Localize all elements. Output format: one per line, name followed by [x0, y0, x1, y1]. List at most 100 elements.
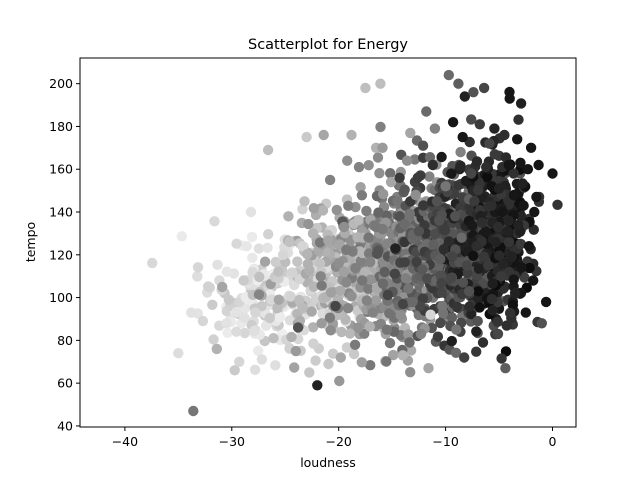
scatter-point: [231, 238, 242, 249]
scatter-point: [496, 271, 507, 282]
scatter-point: [377, 142, 388, 153]
scatter-point: [473, 185, 484, 196]
scatter-point: [370, 295, 382, 306]
scatter-point: [262, 144, 274, 156]
scatter-point: [323, 358, 334, 370]
scatter-point: [481, 161, 492, 173]
scatter-point: [463, 286, 475, 297]
scatter-point: [405, 127, 416, 139]
scatter-point: [497, 258, 509, 270]
scatter-point: [411, 256, 422, 268]
scatter-point: [331, 204, 342, 216]
scatter-point: [477, 337, 489, 348]
scatter-point: [197, 315, 209, 327]
scatter-point: [382, 238, 393, 249]
scatter-point: [471, 156, 483, 167]
scatter-point: [239, 327, 250, 339]
scatter-point: [323, 235, 334, 246]
scatter-point: [338, 266, 350, 277]
y-tick-label: 120: [49, 247, 73, 262]
scatter-point: [451, 301, 463, 313]
scatter-point: [440, 181, 451, 192]
scatter-point: [289, 362, 300, 373]
scatter-point: [173, 348, 184, 359]
scatter-point: [379, 266, 390, 278]
scatter-point: [238, 275, 249, 286]
scatter-point: [522, 164, 534, 175]
scatter-point: [315, 271, 326, 282]
scatter-point: [536, 318, 547, 329]
scatter-point: [428, 239, 439, 250]
scatter-point: [363, 232, 374, 243]
scatter-point: [515, 210, 527, 221]
scatter-point: [307, 228, 319, 239]
scatter-point: [341, 342, 353, 353]
scatter-point: [188, 405, 199, 417]
scatter-point: [503, 215, 514, 226]
scatter-point: [217, 281, 228, 293]
scatter-point: [365, 256, 376, 268]
scatter-point: [478, 251, 489, 262]
scatter-point: [299, 196, 310, 207]
scatter-point: [486, 200, 497, 211]
scatter-point: [531, 191, 542, 203]
scatter-point: [513, 219, 524, 231]
scatter-point: [286, 331, 297, 343]
scatter-point: [410, 189, 421, 201]
chart-title: Scatterplot for Energy: [248, 37, 408, 53]
scatter-point: [417, 264, 428, 275]
scatter-point: [203, 281, 214, 292]
scatter-point: [515, 238, 526, 250]
scatter-point: [381, 356, 392, 367]
y-tick-label: 80: [57, 333, 73, 348]
scatter-point: [390, 243, 401, 254]
scatter-point: [343, 200, 354, 211]
scatter-point: [471, 326, 482, 337]
scatter-point: [297, 302, 309, 314]
scatter-point: [263, 229, 274, 240]
scatter-point: [474, 119, 485, 130]
scatter-point: [503, 159, 514, 171]
scatter-point: [363, 160, 374, 171]
scatter-point: [461, 260, 473, 271]
scatter-point: [338, 221, 350, 233]
scatter-point: [424, 171, 435, 182]
scatter-point: [222, 327, 233, 338]
scatter-point: [489, 123, 500, 134]
scatter-point: [525, 142, 537, 153]
scatter-point: [241, 241, 252, 252]
scatter-point: [302, 249, 313, 260]
scatter-point: [436, 287, 447, 298]
scatter-point: [486, 293, 498, 305]
scatter-point: [231, 306, 242, 318]
scatter-point: [436, 277, 447, 289]
scatter-point: [307, 322, 319, 333]
scatter-point: [443, 236, 455, 247]
scatter-point: [353, 161, 365, 173]
scatter-point: [231, 326, 242, 337]
scatter-point: [147, 257, 158, 269]
scatter-point: [455, 160, 466, 171]
scatter-point: [294, 294, 305, 306]
scatter-point: [253, 345, 264, 356]
scatter-point: [436, 151, 447, 163]
scatter-point: [507, 299, 519, 311]
scatter-point: [371, 248, 383, 259]
scatter-point: [452, 180, 463, 191]
scatter-point: [303, 218, 314, 230]
scatter-point: [515, 157, 526, 168]
scatter-point: [310, 355, 321, 366]
scatter-point: [212, 259, 223, 270]
y-tick-label: 40: [57, 418, 73, 433]
scatter-point: [447, 117, 459, 128]
scatter-point: [455, 146, 466, 158]
scatter-point: [333, 258, 344, 269]
scatter-point: [318, 129, 329, 141]
scatter-point: [506, 251, 518, 263]
scatter-point: [254, 271, 265, 283]
scatter-point: [397, 350, 408, 361]
scatter-point: [259, 256, 271, 267]
scatter-point: [523, 241, 535, 252]
scatter-point: [385, 168, 396, 179]
